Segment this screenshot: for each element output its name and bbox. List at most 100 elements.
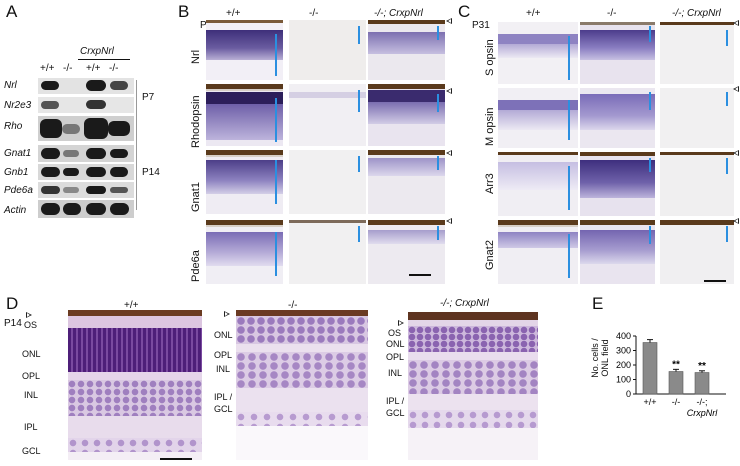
onl-bar bbox=[275, 34, 277, 76]
bar bbox=[642, 342, 658, 395]
layer-inl-wt: INL bbox=[24, 390, 39, 400]
onl-bar bbox=[275, 98, 277, 142]
onl-bar bbox=[275, 160, 277, 204]
panel-label-a: A bbox=[6, 2, 18, 21]
onl-bar bbox=[726, 158, 728, 174]
y-tick-label: 100 bbox=[616, 375, 631, 385]
onl-bar bbox=[358, 90, 360, 112]
ish-b-gnat1-ko bbox=[289, 150, 366, 214]
scale-bar bbox=[409, 274, 431, 276]
genotype-a-0: +/+ bbox=[40, 63, 55, 74]
gene-label-gnb1: Gnb1 bbox=[4, 167, 29, 178]
arrowhead-icon bbox=[398, 320, 404, 326]
ish-c-gnat2-wt bbox=[498, 220, 578, 284]
onl-bar bbox=[568, 100, 570, 140]
layer-gcl-rescue: GCL bbox=[386, 408, 405, 418]
gene-label-gnat1: Gnat1 bbox=[4, 148, 32, 159]
onl-bar bbox=[437, 226, 439, 240]
gene-label-nrl: Nrl bbox=[4, 80, 17, 91]
ish-c-gnat2-rescue bbox=[660, 220, 734, 284]
panel-c-row-gnat2: Gnat2 bbox=[484, 240, 496, 270]
panel-b-row-rhodopsin: Rhodopsin bbox=[190, 95, 202, 148]
ish-c-sopsin-rescue bbox=[660, 22, 734, 84]
chart-ylabel-line2: ONL field bbox=[600, 339, 610, 377]
bar-chart: 0 100 200 300 400 +/+ ** -/- ** -/-;CrxpNrl bbox=[616, 331, 726, 418]
panel-label-b: B bbox=[178, 2, 190, 21]
onl-bar bbox=[726, 226, 728, 242]
ish-c-sopsin-ko bbox=[580, 22, 655, 84]
onl-bar bbox=[358, 26, 360, 44]
layer-inl-ko: INL bbox=[216, 364, 231, 374]
panel-c-row-mopsin: M opsin bbox=[484, 107, 496, 146]
crxpnrl-underline bbox=[78, 59, 130, 60]
significance-label: ** bbox=[672, 359, 680, 370]
panel-d-col-rescue: -/-; CrxpNrl bbox=[440, 298, 489, 309]
y-tick-label: 300 bbox=[616, 346, 631, 356]
ish-b-rhodopsin-rescue bbox=[368, 84, 445, 146]
arrowhead-icon bbox=[224, 311, 230, 317]
layer-gcl-wt: GCL bbox=[22, 446, 41, 456]
ish-b-nrl-ko bbox=[289, 20, 366, 80]
ish-c-mopsin-wt bbox=[498, 88, 578, 148]
arrowhead-icon bbox=[733, 86, 739, 92]
panel-c-row-sopsin: S opsin bbox=[484, 39, 496, 76]
layer-onl-rescue: ONL bbox=[386, 339, 405, 349]
genotype-a-1: -/- bbox=[63, 63, 73, 74]
onl-bar bbox=[649, 26, 651, 42]
layer-onl-ko: ONL bbox=[214, 330, 233, 340]
arrowhead-icon bbox=[446, 18, 452, 24]
onl-bar bbox=[437, 94, 439, 112]
panel-b-row-nrl: Nrl bbox=[190, 49, 202, 64]
panel-c-col-rescue: -/-; CrxpNrl bbox=[672, 8, 721, 19]
ish-b-rhodopsin-ko bbox=[289, 84, 366, 146]
layer-os-rescue: OS bbox=[388, 328, 402, 338]
scale-bar bbox=[704, 280, 726, 282]
panel-c-col-wt: +/+ bbox=[526, 8, 541, 19]
onl-bar bbox=[275, 232, 277, 276]
layer-opl-rescue: OPL bbox=[386, 352, 405, 362]
age-label-p14: P14 bbox=[142, 167, 160, 178]
layer-ipl-wt: IPL bbox=[24, 422, 38, 432]
arrowhead-icon bbox=[446, 88, 452, 94]
genotype-a-2: +/+ bbox=[86, 63, 101, 74]
layer-ipl-ko: IPL / bbox=[214, 392, 233, 402]
onl-bar bbox=[437, 156, 439, 170]
ish-c-sopsin-wt bbox=[498, 22, 578, 84]
ish-b-nrl-rescue bbox=[368, 20, 445, 80]
genotype-a-3: -/- bbox=[109, 63, 119, 74]
panel-d-age: P14 bbox=[4, 318, 22, 329]
layer-opl-wt: OPL bbox=[22, 371, 41, 381]
histology-wt bbox=[68, 310, 202, 460]
panel-b-row-gnat1: Gnat1 bbox=[190, 182, 202, 212]
crxpnrl-header-a: CrxpNrl bbox=[80, 46, 114, 57]
panel-c-age: P31 bbox=[472, 20, 490, 31]
onl-bar bbox=[358, 156, 360, 172]
scale-bar bbox=[160, 458, 192, 460]
arrowhead-icon bbox=[733, 150, 739, 156]
ish-b-nrl-wt bbox=[206, 20, 283, 80]
layer-inl-rescue: INL bbox=[388, 368, 403, 378]
x-tick-label: -/-; bbox=[697, 397, 708, 407]
ish-b-pde6a-rescue bbox=[368, 220, 445, 284]
x-tick-label: -/- bbox=[672, 397, 681, 407]
panel-b-col-ko: -/- bbox=[309, 8, 319, 19]
chart-ylabel-line1: No. cells / bbox=[590, 338, 600, 378]
panel-d-col-ko: -/- bbox=[288, 300, 298, 311]
ish-c-arr3-ko bbox=[580, 152, 655, 216]
layer-gcl-ko: GCL bbox=[214, 404, 233, 414]
onl-bar bbox=[649, 158, 651, 172]
onl-bar bbox=[358, 226, 360, 242]
ish-c-gnat2-ko bbox=[580, 220, 655, 284]
ish-c-arr3-wt bbox=[498, 152, 578, 216]
x-tick-sublabel: CrxpNrl bbox=[687, 408, 718, 418]
panel-b-row-pde6a: Pde6a bbox=[190, 250, 202, 282]
ish-c-mopsin-rescue bbox=[660, 88, 734, 148]
layer-ipl-rescue: IPL / bbox=[386, 396, 405, 406]
arrowhead-icon bbox=[446, 218, 452, 224]
layer-os-wt: OS bbox=[24, 320, 38, 330]
gene-label-nr2e3: Nr2e3 bbox=[4, 100, 32, 111]
panel-b-col-rescue: -/-; CrxpNrl bbox=[374, 8, 423, 19]
onl-bar bbox=[649, 92, 651, 110]
arrowhead-icon bbox=[26, 312, 32, 318]
bar bbox=[694, 372, 710, 395]
